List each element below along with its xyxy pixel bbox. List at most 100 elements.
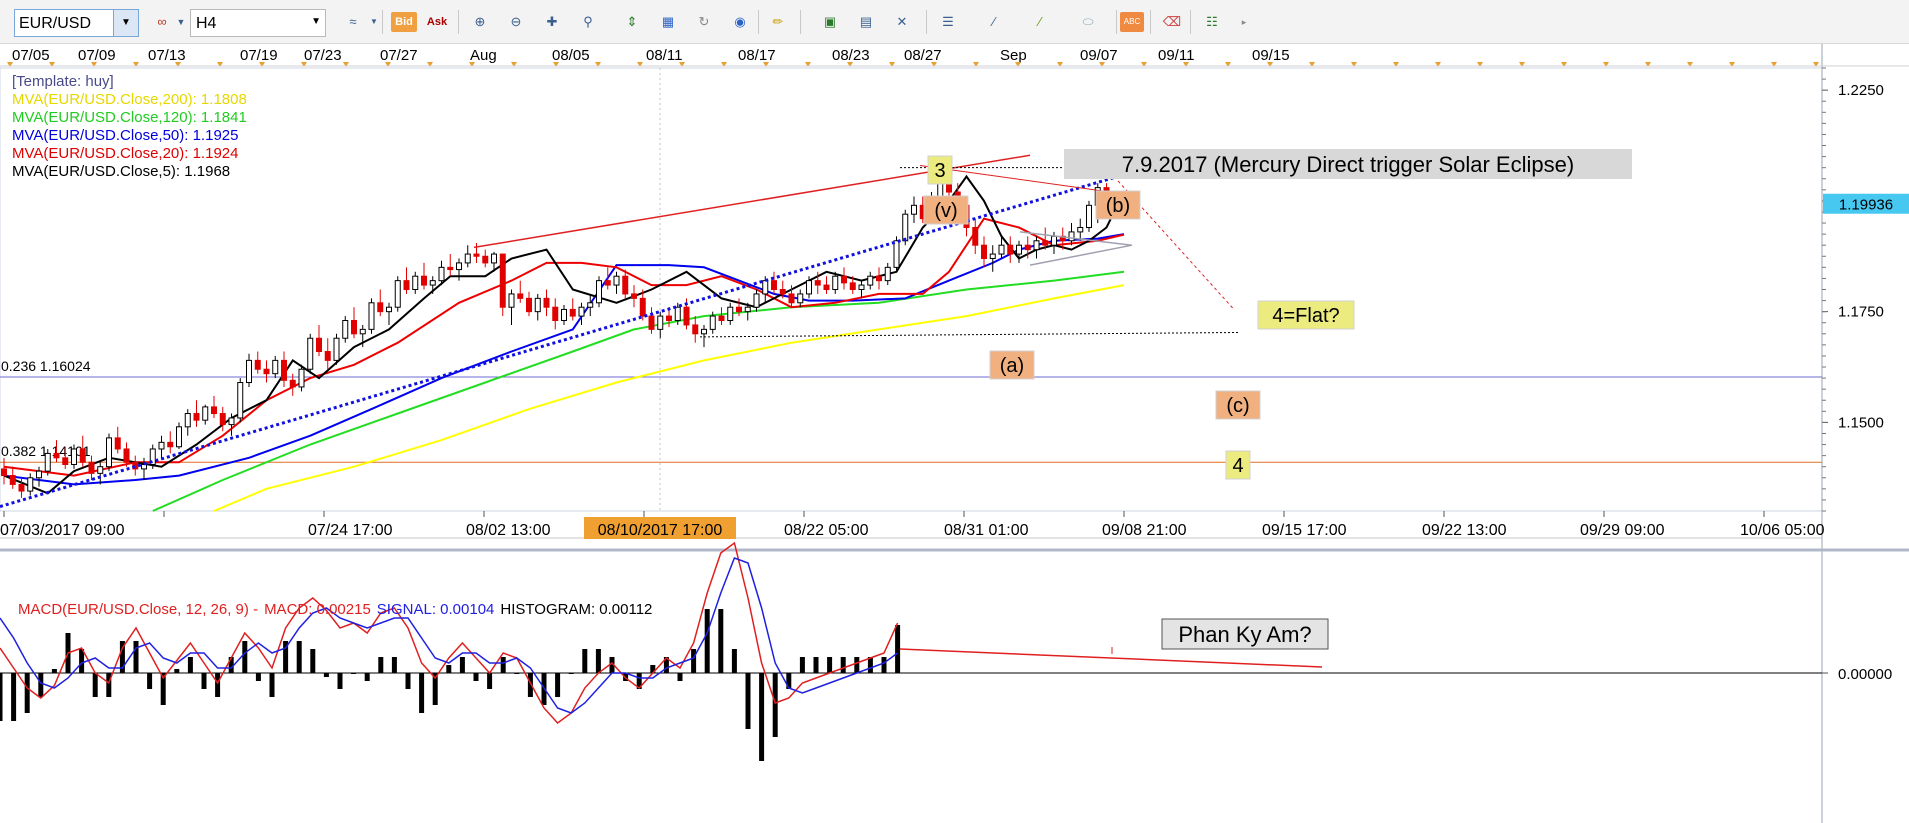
time-marker-icon	[1183, 62, 1189, 67]
macd-histogram-bar	[514, 673, 520, 674]
candle-body	[219, 413, 226, 426]
top-date-label: 07/09	[78, 47, 116, 64]
timeframe-value: H4	[196, 15, 217, 32]
candle-body	[254, 359, 261, 370]
candle-body	[193, 413, 200, 421]
timeframe-dropdown-icon[interactable]: ▼	[311, 16, 321, 27]
time-marker-icon	[847, 62, 853, 67]
candle-body	[569, 308, 576, 317]
macd-histogram-bar	[391, 657, 397, 673]
ellipse-icon[interactable]: ⬭	[1082, 14, 1094, 29]
globe-icon[interactable]: ◉	[734, 14, 746, 29]
bid-button[interactable]: Bid	[391, 12, 417, 32]
candle-body	[403, 280, 410, 290]
candle-body	[526, 297, 532, 313]
price-tick-label: 1.2250	[1838, 82, 1884, 99]
moving-average-line	[152, 270, 1125, 512]
candle-body	[263, 368, 270, 375]
candle-body	[44, 452, 51, 472]
macd-histogram-bar	[310, 649, 316, 673]
macd-histogram-bar	[92, 673, 98, 697]
candle-body	[53, 452, 60, 459]
divergence-line	[899, 648, 1323, 668]
drawing-objects[interactable]	[0, 154, 1241, 509]
candle-body	[683, 306, 690, 326]
pair-dropdown-icon[interactable]: ∞	[157, 14, 167, 29]
separator	[1190, 10, 1191, 34]
properties-icon[interactable]: ▦	[661, 14, 675, 29]
ruler-icon[interactable]: ✏	[772, 14, 784, 29]
macd-histogram-bar	[160, 673, 166, 705]
low-level-line	[699, 331, 1241, 338]
hierarchy-icon[interactable]: ☷	[1206, 14, 1218, 29]
indicator-legend-item: MVA(EUR/USD.Close,5): 1.1968	[12, 163, 230, 180]
line-chart-icon[interactable]: ≈	[349, 14, 357, 29]
image-icon[interactable]: ▣	[823, 14, 837, 29]
eraser-icon[interactable]: ⌫	[1162, 14, 1182, 29]
price-tick-label: 1.1750	[1838, 304, 1884, 321]
zoom-out-icon[interactable]: ⊖	[510, 14, 522, 29]
new-window-icon[interactable]: ▤	[859, 14, 873, 29]
separator	[926, 10, 927, 34]
candle-body	[604, 280, 611, 286]
time-marker-icon	[175, 62, 181, 67]
time-marker-icon	[1477, 62, 1483, 67]
indicator-legend-item: MVA(EUR/USD.Close,200): 1.1808	[12, 91, 247, 108]
trend-line-icon[interactable]: ∕	[1038, 14, 1042, 29]
macd-histogram-bar	[813, 657, 819, 673]
magnify-icon[interactable]: ⚲	[583, 14, 593, 29]
candle-body	[429, 280, 436, 286]
moving-average-line	[3, 217, 1125, 477]
macd-histogram-bar	[827, 657, 833, 673]
candle-body	[806, 280, 812, 295]
draw-line-icon[interactable]: ∕	[992, 14, 996, 29]
macd-histogram-bar	[187, 657, 193, 673]
time-marker-icon	[469, 62, 475, 67]
macd-histogram-bar	[364, 673, 370, 681]
chevron-down-icon[interactable]: ▼	[370, 17, 378, 26]
candle-body	[648, 315, 655, 330]
separator	[458, 10, 459, 34]
timeframe-selector[interactable]: H4 ▼	[190, 9, 326, 37]
symbol-selector[interactable]: EUR/USD ▼	[14, 9, 139, 37]
candle-body	[307, 337, 314, 370]
symbol-dropdown-icon[interactable]: ▼	[113, 10, 138, 36]
crosshair-icon[interactable]: ✚	[546, 14, 558, 29]
time-marker-icon	[1225, 62, 1231, 67]
macd-histogram-bar	[147, 673, 153, 689]
macd-histogram-bar	[487, 673, 493, 689]
candle-body	[281, 359, 287, 381]
top-date-label: 09/11	[1158, 47, 1194, 64]
candle-body	[412, 275, 419, 291]
wave-label-text: (c)	[1226, 395, 1249, 417]
macd-histogram-bar	[119, 641, 125, 673]
text-abc-icon[interactable]: ABC	[1120, 12, 1144, 32]
macd-legend: MACD(EUR/USD.Close, 12, 26, 9) - MACD: 0.…	[18, 601, 652, 618]
zoom-in-icon[interactable]: ⊕	[474, 14, 486, 29]
layout-icon[interactable]: ☰	[942, 14, 954, 29]
time-marker-icon	[805, 62, 811, 67]
macd-legend-part: MACD: 0.00215	[264, 601, 371, 618]
pencil-icon[interactable]: ✕	[896, 14, 908, 29]
refresh-icon[interactable]: ↻	[698, 14, 710, 29]
candle-body	[709, 315, 716, 330]
chart-area[interactable]: 07/05 07/09 07/13 07/19 07/23 07/27 Aug 08/05 08…	[0, 44, 1909, 823]
candle-body	[613, 275, 620, 286]
fit-icon[interactable]: ⇕	[626, 14, 638, 29]
ask-button[interactable]: Ask	[426, 16, 448, 28]
candle-body	[324, 351, 331, 361]
candle-body	[499, 253, 506, 308]
chevron-down-icon[interactable]: ▼	[176, 17, 186, 27]
candle-body	[71, 448, 77, 465]
bottom-date-label: 07/24 17:00	[308, 522, 393, 539]
more-icon[interactable]: ▸	[1241, 17, 1247, 27]
candle-body	[386, 306, 392, 313]
macd-histogram-bar	[527, 673, 533, 697]
candle-body	[237, 382, 244, 419]
wave-label-text: (b)	[1106, 195, 1130, 217]
fib-level-label: 0.382 1.14101	[1, 443, 91, 459]
time-marker-icon	[721, 62, 727, 67]
top-date-label: 08/05	[552, 47, 590, 64]
